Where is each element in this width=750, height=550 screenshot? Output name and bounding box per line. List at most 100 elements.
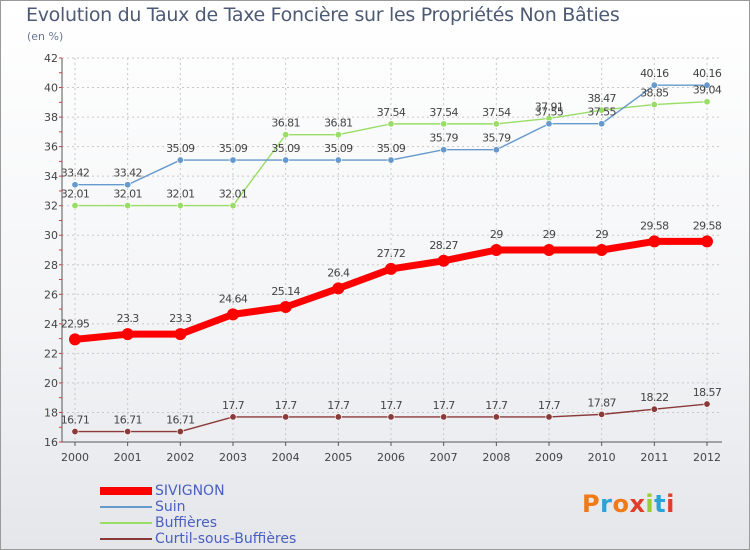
y-tick-label: 40: [44, 82, 58, 95]
y-tick-label: 42: [44, 52, 58, 65]
y-tick-label: 20: [44, 377, 58, 390]
data-point: [71, 428, 79, 436]
data-label: 29: [490, 228, 503, 241]
data-point: [492, 120, 500, 128]
data-labels: 16.71 16.71 16.71 17.7 17.7 17.7 17.7 17.7 17.7 1…: [61, 67, 723, 427]
data-label: 35.09: [324, 142, 353, 155]
data-label: 33.42: [113, 167, 142, 180]
data-label: 23.3: [117, 312, 140, 325]
data-label: 18.22: [640, 391, 669, 404]
data-point: [385, 262, 397, 275]
data-point: [492, 146, 500, 154]
data-point: [650, 101, 658, 109]
legend-label: Curtil-sous-Buffières: [155, 531, 297, 547]
data-label: 35.09: [377, 142, 406, 155]
data-label: 38.47: [587, 92, 616, 105]
data-point: [701, 235, 713, 248]
data-label: 17.7: [485, 399, 508, 412]
data-point: [282, 156, 290, 164]
data-point: [282, 413, 290, 421]
data-point: [437, 254, 450, 267]
data-label: 17.7: [433, 399, 456, 412]
data-point: [703, 98, 711, 106]
data-label: 40.16: [693, 67, 722, 80]
legend-label: Suin: [155, 499, 186, 515]
data-label: 35.09: [166, 142, 195, 155]
data-label: 17.7: [222, 399, 245, 412]
x-tick-label: 2012: [693, 451, 721, 464]
data-point: [229, 413, 237, 421]
x-tick-label: 2010: [588, 451, 616, 464]
data-label: 16.71: [61, 414, 90, 427]
data-point: [703, 81, 711, 89]
data-label: 37.55: [535, 106, 564, 119]
data-point: [334, 156, 342, 164]
data-label: 33.42: [61, 167, 90, 180]
legend-swatch: [100, 487, 152, 495]
y-tick-label: 18: [44, 406, 58, 419]
y-tick-label: 24: [44, 318, 58, 331]
data-label: 32.01: [219, 188, 248, 201]
legend-swatch: [100, 506, 152, 508]
data-point: [545, 413, 553, 421]
data-point: [598, 120, 606, 128]
x-tick-label: 2007: [430, 451, 458, 464]
x-tick-label: 2011: [640, 451, 668, 464]
data-label: 27.72: [377, 247, 406, 260]
chart-title: Evolution du Taux de Taxe Foncière sur l…: [26, 4, 620, 26]
data-label: 16.71: [113, 414, 142, 427]
data-point: [387, 120, 395, 128]
data-point: [598, 106, 606, 114]
data-label: 35.79: [482, 132, 511, 145]
data-label: 25.14: [271, 285, 300, 298]
data-point: [334, 131, 342, 139]
series-group: [69, 81, 713, 436]
y-tick-label: 36: [44, 141, 58, 154]
x-tick-label: 2000: [61, 451, 89, 464]
data-point: [282, 131, 290, 139]
data-label: 32.01: [113, 188, 142, 201]
data-point: [229, 202, 237, 210]
data-label: 26.4: [327, 266, 350, 279]
data-point: [440, 413, 448, 421]
data-label: 29.58: [640, 219, 669, 232]
proxiti-logo: Proxiti: [582, 490, 675, 518]
data-label: 24.64: [219, 292, 248, 305]
data-label: 16.71: [166, 414, 195, 427]
data-label: 17.87: [587, 396, 616, 409]
data-label: 23.3: [169, 312, 192, 325]
data-label: 39.04: [693, 84, 722, 97]
data-point: [595, 244, 608, 256]
legend-swatch: [100, 522, 152, 524]
data-point: [387, 156, 395, 164]
x-tick-label: 2004: [272, 451, 300, 464]
data-label: 36.81: [271, 117, 300, 130]
data-point: [229, 156, 237, 164]
data-point: [279, 301, 292, 314]
x-tick-label: 2006: [377, 451, 405, 464]
data-label: 37.55: [587, 106, 616, 119]
data-label: 18.57: [693, 386, 722, 399]
data-label: 37.91: [535, 100, 564, 113]
data-label: 35.09: [219, 142, 248, 155]
data-label: 37.54: [377, 106, 406, 119]
y-tick-label: 26: [44, 288, 58, 301]
data-point: [650, 405, 658, 413]
data-label: 29: [595, 228, 608, 241]
data-label: 35.79: [429, 132, 458, 145]
data-point: [545, 120, 553, 128]
data-point: [121, 328, 134, 341]
x-tick-label: 2001: [114, 451, 142, 464]
data-point: [176, 156, 184, 164]
data-point: [332, 282, 345, 295]
data-point: [71, 181, 79, 189]
data-label: 29.58: [693, 219, 722, 232]
data-point: [440, 146, 448, 154]
y-tick-label: 28: [44, 259, 58, 272]
y-tick-label: 30: [44, 229, 58, 242]
data-label: 29: [543, 228, 556, 241]
data-label: 40.16: [640, 67, 669, 80]
x-tick-label: 2005: [324, 451, 352, 464]
legend-swatch: [100, 538, 152, 540]
